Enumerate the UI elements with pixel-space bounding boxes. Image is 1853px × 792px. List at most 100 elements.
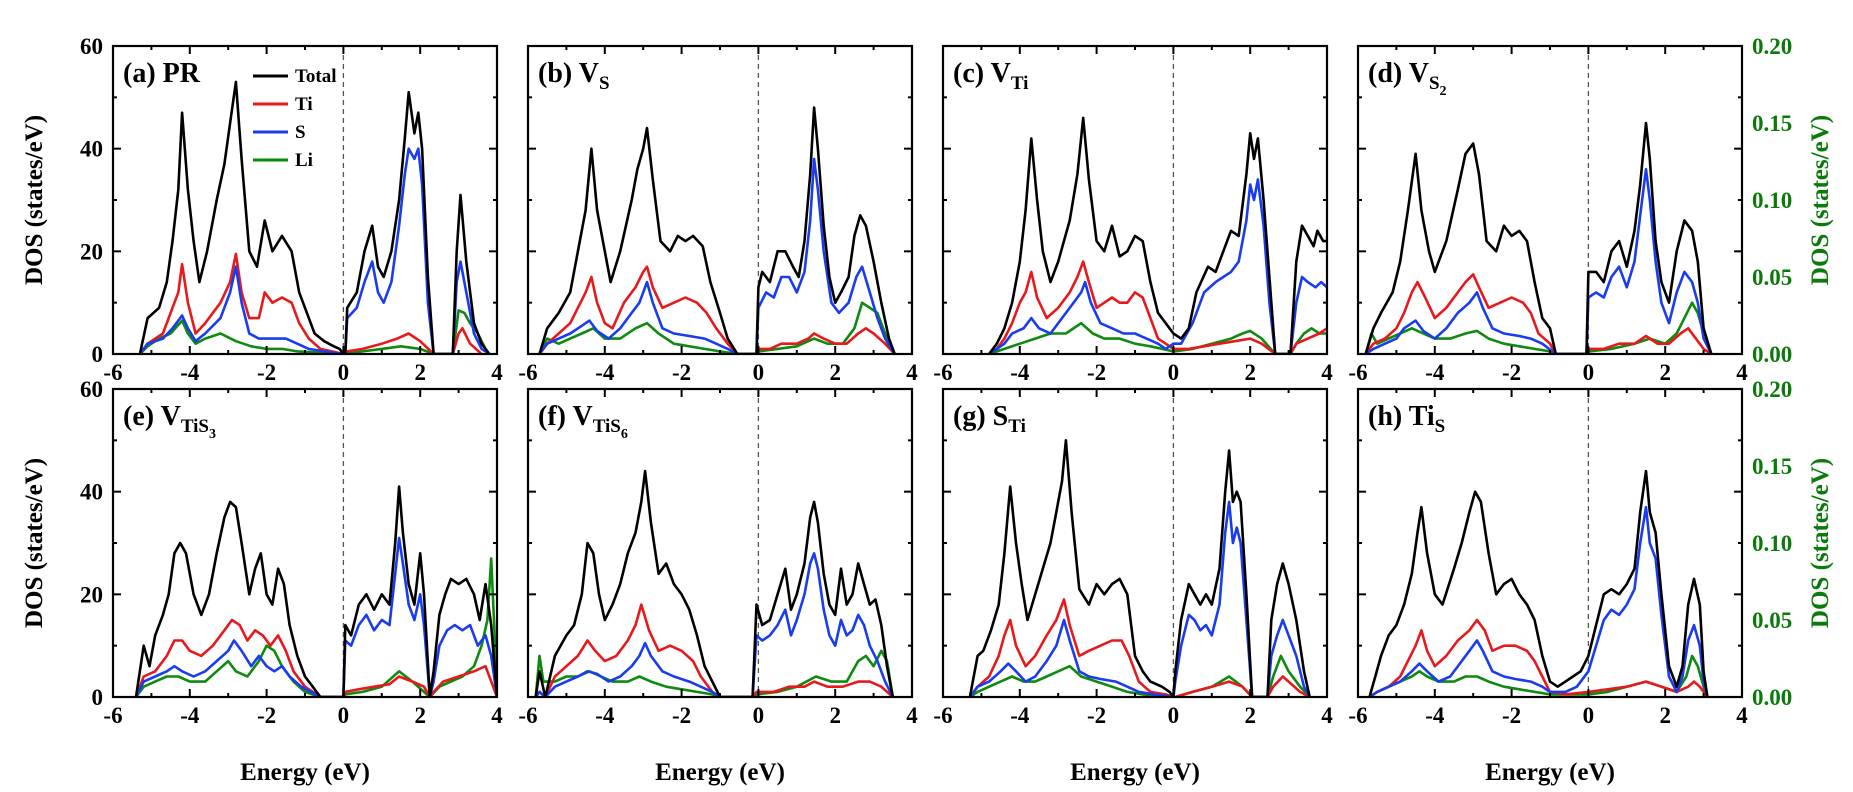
- series-line-s: [134, 536, 497, 697]
- y-tick-label: 60: [80, 377, 103, 402]
- series-line-s: [968, 500, 1311, 697]
- series-line-total: [1368, 469, 1709, 697]
- y2-tick-label: 0.10: [1752, 188, 1792, 213]
- series-group: [534, 469, 895, 697]
- panel-label: (d) VS2: [1368, 58, 1447, 99]
- x-tick-label: 2: [414, 703, 426, 728]
- panel-label-sub: Ti: [1008, 416, 1026, 437]
- x-axis-title: Energy (eV): [240, 759, 370, 786]
- y-axis-title: DOS (states/eV): [21, 115, 48, 285]
- panel-label-main: V: [572, 401, 592, 432]
- series-line-s: [534, 552, 894, 697]
- y2-axis-title: DOS (states/eV): [1807, 115, 1834, 285]
- series-line-s: [1364, 167, 1713, 354]
- x-tick-label: -6: [933, 360, 952, 385]
- x-tick-label: -2: [257, 703, 276, 728]
- y-tick-label: 40: [80, 137, 103, 162]
- legend-label-li: Li: [295, 150, 313, 171]
- panel-label-prefix: (e): [123, 401, 161, 432]
- panel-label-main: V: [1409, 58, 1429, 89]
- series-group: [134, 485, 497, 697]
- x-tick-label: -2: [1502, 703, 1521, 728]
- y2-axis-title: DOS (states/eV): [1807, 458, 1834, 628]
- x-axis-title: Energy (eV): [1070, 759, 1200, 786]
- x-tick-label: 0: [338, 703, 350, 728]
- panel-frame: [526, 387, 914, 699]
- series-line-total: [968, 439, 1311, 697]
- x-tick-label: -4: [180, 703, 200, 728]
- series-line-total: [138, 80, 491, 354]
- x-tick-label: -4: [1010, 703, 1030, 728]
- x-tick-label: 4: [1736, 703, 1748, 728]
- x-tick-label: 0: [1583, 360, 1595, 385]
- y2-tick-label: 0.10: [1752, 531, 1792, 556]
- x-tick-label: -2: [1502, 360, 1521, 385]
- legend-label-s: S: [295, 122, 306, 143]
- panel-label-subsub: 6: [621, 427, 628, 442]
- panel-label-prefix: (d): [1368, 58, 1409, 89]
- y2-tick-label: 0.15: [1752, 454, 1792, 479]
- panel-label-sub: Ti: [1011, 73, 1029, 94]
- x-tick-label: 2: [829, 360, 841, 385]
- x-tick-label: 2: [1659, 703, 1671, 728]
- y2-tick-label: 0.05: [1752, 265, 1792, 290]
- series-line-ti: [1364, 273, 1713, 354]
- panel-label-sub: TiS: [593, 416, 621, 437]
- x-tick-label: 0: [1583, 703, 1595, 728]
- y2-tick-label: 0.05: [1752, 608, 1792, 633]
- y-axis-title: DOS (states/eV): [21, 458, 48, 628]
- panel-label: (c) VTi: [953, 58, 1028, 94]
- y2-tick-label: 0.15: [1752, 111, 1792, 136]
- x-tick-label: 4: [1736, 360, 1748, 385]
- x-tick-label: 4: [906, 703, 918, 728]
- panel-label-subsub: 2: [1440, 84, 1447, 99]
- x-axis-title: Energy (eV): [1485, 759, 1615, 786]
- x-tick-label: -4: [595, 360, 615, 385]
- series-line-ti: [138, 252, 483, 354]
- panel-label: (a) PR: [123, 58, 201, 89]
- x-tick-label: -4: [1425, 360, 1445, 385]
- x-tick-label: -6: [518, 703, 537, 728]
- series-line-ti: [968, 598, 1311, 697]
- panel-label-prefix: (b): [538, 58, 579, 89]
- panel-g: -6 -4 -2 0 2 4 Energy (eV) (g) STi: [933, 387, 1333, 786]
- x-tick-label: 0: [1168, 360, 1180, 385]
- y2-tick-label: 0.00: [1752, 685, 1792, 710]
- series-line-li: [534, 649, 895, 697]
- panel-label-main: V: [579, 58, 599, 89]
- y2-tick-label: 0.20: [1752, 34, 1792, 59]
- x-tick-label: 4: [1321, 360, 1333, 385]
- y-tick-label: 20: [80, 582, 103, 607]
- series-line-s: [538, 157, 896, 354]
- panel-label-main: S: [993, 401, 1009, 432]
- series-line-total: [538, 106, 896, 354]
- panel-label-prefix: (g): [953, 401, 993, 432]
- y-tick-label: 60: [80, 34, 103, 59]
- series-group: [138, 80, 491, 354]
- panel-label-main: Ti: [1409, 401, 1435, 432]
- x-tick-label: 2: [1244, 360, 1256, 385]
- x-tick-label: -4: [595, 703, 615, 728]
- series-group: [988, 116, 1327, 354]
- panel-label-main: V: [161, 401, 181, 432]
- x-tick-label: 0: [1168, 703, 1180, 728]
- series-line-s: [1368, 505, 1709, 697]
- panel-label-prefix: (h): [1368, 401, 1409, 432]
- panel-label-prefix: (c): [953, 58, 991, 89]
- panel-c: -6 -4 -2 0 2 4 (c) VTi: [933, 44, 1333, 385]
- x-tick-label: -4: [1425, 703, 1445, 728]
- x-tick-label: 0: [753, 703, 765, 728]
- x-tick-label: 0: [753, 360, 765, 385]
- series-line-li: [138, 309, 491, 354]
- panel-d: -6 -4 -2 0 2 40.00 0.05 0.10 0.15 0.20 DOS (states…: [1348, 34, 1834, 385]
- x-tick-label: -2: [257, 360, 276, 385]
- panel-label: (g) STi: [953, 401, 1026, 437]
- x-tick-label: -6: [518, 360, 537, 385]
- series-line-total: [1364, 121, 1713, 354]
- series-line-ti: [988, 260, 1327, 354]
- x-tick-label: -4: [180, 360, 200, 385]
- panel-b: -6 -4 -2 0 2 4 (b) VS: [518, 44, 918, 385]
- series-line-total: [534, 469, 895, 697]
